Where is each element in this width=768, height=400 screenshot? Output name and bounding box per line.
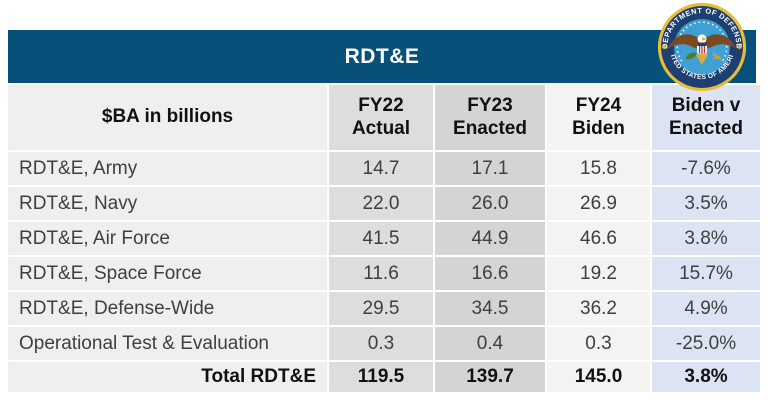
total-fy22: 119.5 [329,362,433,392]
column-header-fy22: FY22 Actual [329,85,433,150]
value-biden-v-enacted: 4.9% [652,292,760,325]
row-label: RDT&E, Defense-Wide [8,292,327,325]
department-of-defense-seal-icon: DEPARTMENT OF DEFENSE UNITED STATES OF A… [654,0,747,92]
value-biden-v-enacted: -7.6% [652,152,760,185]
header-line: Actual [351,117,411,139]
column-header-fy23: FY23 Enacted [435,85,545,150]
total-fy23: 139.7 [435,362,545,392]
table-title: RDT&E [344,44,420,68]
value-fy22: 29.5 [329,292,433,325]
value-fy23: 44.9 [435,222,545,255]
total-biden-v-enacted: 3.8% [652,362,760,392]
header-line: Biden [572,117,625,139]
value-fy23: 16.6 [435,257,545,290]
total-fy24: 145.0 [547,362,650,392]
value-fy24: 36.2 [547,292,650,325]
header-line: FY23 [467,95,513,117]
row-label: RDT&E, Navy [8,187,327,220]
header-line: Biden v [671,95,741,117]
value-fy24: 19.2 [547,257,650,290]
value-fy23: 0.4 [435,327,545,360]
value-fy23: 26.0 [435,187,545,220]
header-line: FY24 [575,95,622,117]
row-label: RDT&E, Space Force [8,257,327,290]
value-fy22: 0.3 [329,327,433,360]
row-label: RDT&E, Air Force [8,222,327,255]
value-fy24: 15.8 [547,152,650,185]
value-fy23: 34.5 [435,292,545,325]
value-fy22: 41.5 [329,222,433,255]
value-biden-v-enacted: 15.7% [652,257,760,290]
value-fy24: 26.9 [547,187,650,220]
value-fy22: 11.6 [329,257,433,290]
value-fy23: 17.1 [435,152,545,185]
value-biden-v-enacted: 3.5% [652,187,760,220]
row-label: RDT&E, Army [8,152,327,185]
value-fy24: 46.6 [547,222,650,255]
value-biden-v-enacted: 3.8% [652,222,760,255]
header-line: Enacted [669,117,743,139]
value-fy22: 14.7 [329,152,433,185]
row-label: Operational Test & Evaluation [8,327,327,360]
total-row-label: Total RDT&E [8,362,327,392]
value-fy22: 22.0 [329,187,433,220]
budget-table: $BA in billions FY22 Actual FY23 Enacted… [8,85,760,392]
column-header-fy24: FY24 Biden [547,85,650,150]
dod-seal-graphic: DEPARTMENT OF DEFENSE UNITED STATES OF A… [654,0,747,92]
header-line: Enacted [453,117,527,139]
value-biden-v-enacted: -25.0% [652,327,760,360]
value-fy24: 0.3 [547,327,650,360]
header-line: FY22 [358,95,404,117]
table-title-banner: RDT&E [8,30,756,83]
column-header-biden-v-enacted: Biden v Enacted [652,85,760,150]
column-header-unit: $BA in billions [8,85,327,150]
